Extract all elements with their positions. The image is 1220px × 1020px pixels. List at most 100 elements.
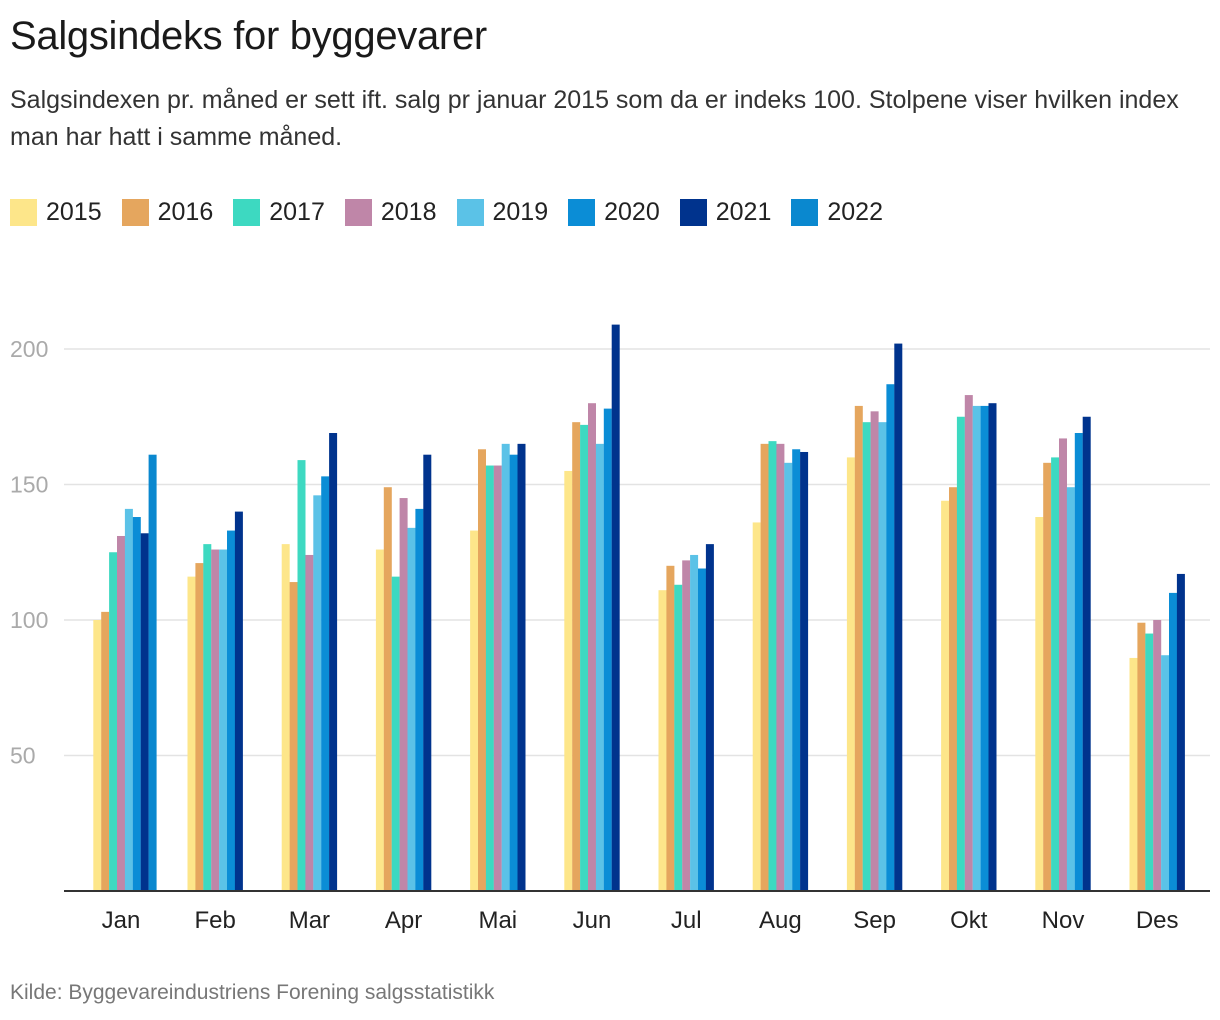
legend-swatch-2016 [121,199,149,226]
legend-label: 2017 [269,198,325,226]
bar-Aug-2020 [792,449,801,891]
legend-item-2018: 2018 [344,198,437,227]
bar-Jun-2019 [595,443,604,891]
bar-Mar-2021 [329,433,338,891]
x-tick-label: Jun [573,907,612,934]
x-tick-label: Nov [1042,907,1085,934]
bar-Mar-2019 [313,495,322,891]
x-tick-label: Mai [478,907,517,934]
bar-Jul-2020 [698,568,706,891]
bar-Apr-2018 [399,498,408,891]
legend-label: 2019 [492,198,549,226]
x-tick-label: Sep [853,907,896,934]
bar-Jul-2017 [674,584,683,891]
chart-title: Salgsindeks for byggevarer [10,14,487,58]
bar-Jun-2017 [580,424,589,891]
x-tick-label: Apr [385,907,422,934]
y-tick-label: 200 [10,336,48,362]
bar-Mar-2016 [289,582,298,891]
bar-Sep-2019 [878,422,887,891]
legend-swatch-2022 [791,199,819,226]
bar-Sep-2017 [862,422,871,891]
bar-Okt-2016 [949,487,957,891]
bar-Nov-2018 [1059,438,1067,891]
bar-Sep-2016 [854,405,863,891]
bar-Mar-2018 [305,554,314,891]
legend-item-2019: 2019 [456,198,549,227]
legend-label: 2016 [157,198,214,226]
chart-subtitle: Salgsindexen pr. måned er sett ift. salg… [10,86,1179,151]
y-tick-label: 150 [10,472,48,498]
bar-Jan-2017 [109,552,118,891]
legend-item-2021: 2021 [679,198,771,227]
bar-Sep-2015 [846,457,855,891]
bar-Sep-2021 [894,343,903,892]
bar-Jun-2015 [564,470,573,891]
legend-label: 2022 [827,198,883,226]
x-tick-label: Mar [289,907,330,934]
bar-Nov-2017 [1051,457,1060,891]
bar-Nov-2020 [1074,433,1083,891]
bar-Des-2017 [1145,633,1154,891]
chart-source: Kilde: Byggevareindustriens Forening sal… [10,981,495,1004]
bar-Feb-2019 [219,549,228,891]
bar-Apr-2021 [423,454,432,891]
bar-Okt-2019 [972,405,981,891]
bar-Jul-2018 [682,560,691,891]
bar-Jul-2015 [658,590,667,891]
bar-Feb-2015 [187,576,196,891]
bar-Aug-2016 [760,443,769,891]
bar-Jan-2020 [132,517,141,891]
legend-swatch-2018 [344,199,372,226]
bar-Okt-2015 [941,500,950,891]
bar-Feb-2017 [203,544,212,891]
bar-Mai-2018 [493,465,502,891]
bar-Aug-2017 [768,441,777,891]
bar-Mar-2020 [321,476,330,891]
bar-Jul-2016 [666,565,675,891]
bar-Jan-2016 [101,611,110,891]
bar-Jan-2021 [140,533,149,891]
bar-Des-2019 [1161,655,1170,891]
chart-legend: 2015 2016 2017 2018 2019 2020 2021 2022 [10,198,903,227]
bar-Okt-2021 [988,403,997,891]
x-tick-label: Des [1136,907,1179,934]
bar-Mar-2017 [297,460,306,891]
bar-Okt-2020 [980,405,989,891]
bar-Mai-2015 [470,530,479,891]
y-tick-label: 50 [10,743,36,769]
bar-Des-2018 [1153,620,1162,891]
bar-Apr-2019 [407,527,416,891]
bar-Sep-2018 [870,411,879,891]
bar-Mai-2021 [517,443,526,891]
legend-swatch-2020 [568,199,596,226]
bar-Nov-2015 [1035,517,1044,891]
bar-Jan-2022 [148,454,157,891]
x-tick-label: Aug [759,907,802,934]
bar-Feb-2020 [227,530,235,891]
legend-item-2017: 2017 [233,198,325,227]
legend-swatch-2021 [679,199,707,226]
bar-Nov-2021 [1082,416,1091,891]
bar-Mai-2019 [501,443,510,891]
legend-item-2022: 2022 [791,198,883,227]
bar-Aug-2018 [776,443,785,891]
bar-Okt-2018 [964,395,973,891]
bar-Des-2021 [1176,573,1185,891]
bar-Apr-2016 [383,487,392,891]
bar-Jun-2021 [611,324,620,891]
bar-Nov-2016 [1043,462,1052,891]
bar-Jan-2018 [117,535,125,891]
bar-Feb-2018 [211,549,220,891]
bar-Nov-2019 [1066,487,1075,891]
bar-Sep-2020 [886,384,895,891]
bar-Jun-2020 [603,408,612,891]
legend-label: 2018 [380,198,437,226]
bar-Jul-2019 [690,554,699,891]
legend-label: 2020 [604,198,660,226]
bar-Des-2016 [1137,622,1146,891]
bar-Jun-2016 [572,422,581,891]
bar-Jan-2019 [124,508,133,891]
x-tick-label: Feb [195,907,236,934]
